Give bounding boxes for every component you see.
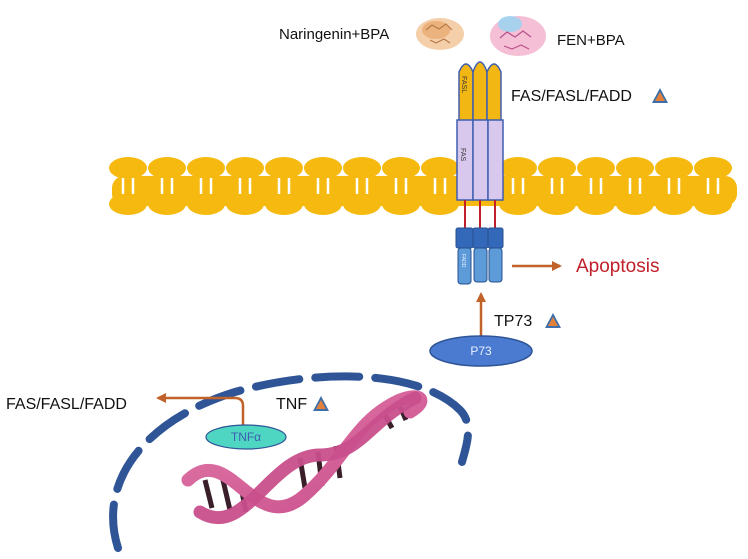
lipid-head bbox=[148, 193, 186, 215]
lipid-head bbox=[616, 193, 654, 215]
tnf-gene-label: TNF bbox=[276, 396, 308, 413]
fadd-tag: FADD bbox=[460, 254, 466, 268]
tnf-node bbox=[205, 424, 287, 450]
lipid-head bbox=[499, 157, 537, 179]
lipid-head bbox=[421, 157, 459, 179]
lipid-head bbox=[304, 157, 342, 179]
tp73-upregulation-marker-icon bbox=[545, 313, 561, 328]
lipid-head bbox=[421, 193, 459, 215]
lipid-head bbox=[226, 193, 264, 215]
lipid-head bbox=[265, 157, 303, 179]
lipid-head bbox=[382, 157, 420, 179]
tnf-arrow bbox=[156, 393, 245, 428]
lipid-head bbox=[109, 157, 147, 179]
lipid-head bbox=[538, 193, 576, 215]
naringenin-molecule-icon bbox=[416, 18, 464, 50]
cell-membrane bbox=[109, 157, 737, 215]
lipid-head bbox=[265, 193, 303, 215]
lipid-head bbox=[538, 157, 576, 179]
fas-fasl-fadd-receptor-label: FAS/FASL/FADD bbox=[511, 88, 632, 105]
lipid-head bbox=[343, 193, 381, 215]
dna-base-pair bbox=[202, 479, 215, 509]
lipid-head bbox=[655, 157, 693, 179]
fas-tag: FAS bbox=[459, 148, 466, 162]
lipid-head bbox=[187, 157, 225, 179]
fen-bpa-label: FEN+BPA bbox=[557, 32, 625, 49]
lipid-head bbox=[616, 157, 654, 179]
dna-helix-icon bbox=[181, 390, 428, 525]
lipid-head bbox=[343, 157, 381, 179]
tp73-label: TP73 bbox=[494, 313, 533, 330]
nucleus-envelope bbox=[109, 372, 473, 552]
lipid-head bbox=[694, 157, 732, 179]
lipid-head bbox=[499, 193, 537, 215]
lipid-head bbox=[694, 193, 732, 215]
fen-molecule-icon bbox=[490, 16, 546, 56]
lipid-head bbox=[577, 193, 615, 215]
lipid-head bbox=[187, 193, 225, 215]
lipid-head bbox=[655, 193, 693, 215]
upregulation-marker-icon bbox=[652, 88, 668, 103]
tnf-node-label: TNFα bbox=[231, 430, 261, 444]
fas-receptor-complex bbox=[455, 61, 504, 285]
p73-node bbox=[429, 335, 533, 367]
apoptosis-label: Apoptosis bbox=[576, 256, 660, 277]
tnf-target-label: FAS/FASL/FADD bbox=[6, 396, 127, 413]
p73-node-label: P73 bbox=[470, 344, 492, 358]
lipid-head bbox=[148, 157, 186, 179]
lipid-head bbox=[304, 193, 342, 215]
lipid-head bbox=[382, 193, 420, 215]
fasl-tag: FASL bbox=[460, 76, 467, 93]
lipid-head bbox=[577, 157, 615, 179]
lipid-head bbox=[226, 157, 264, 179]
lipid-head bbox=[109, 193, 147, 215]
tnf-upregulation-marker-icon bbox=[313, 396, 329, 411]
naringenin-bpa-label: Naringenin+BPA bbox=[279, 26, 390, 43]
